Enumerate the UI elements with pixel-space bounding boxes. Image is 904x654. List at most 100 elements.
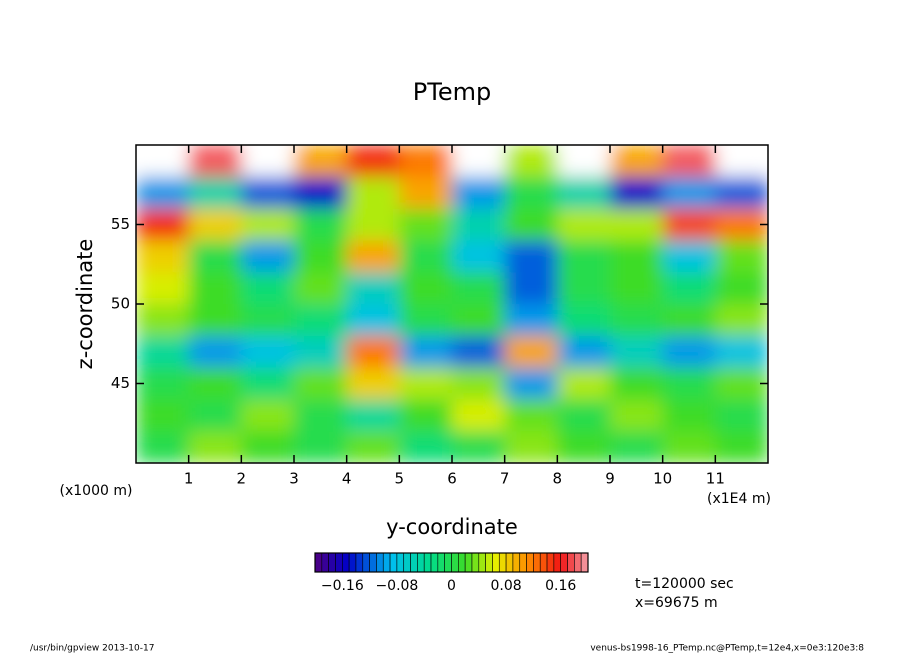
annotation: t=120000 sec	[635, 576, 734, 592]
colorbar-box	[533, 552, 541, 573]
y-tick-label: 55	[111, 215, 130, 233]
cell	[136, 145, 190, 178]
cell	[188, 240, 242, 273]
x-axis-label: y-coordinate	[386, 515, 518, 539]
cell	[294, 176, 348, 210]
cell	[294, 431, 348, 463]
annotation: x=69675 m	[635, 595, 718, 611]
colorbar-box	[444, 552, 452, 573]
colorbar-tick-label: 0.08	[491, 578, 522, 594]
cell	[399, 176, 453, 210]
cell	[557, 335, 611, 369]
cell	[241, 304, 295, 337]
cell	[715, 399, 768, 432]
cell	[452, 431, 506, 463]
cell	[504, 367, 558, 400]
colorbar-box	[492, 552, 500, 573]
cell	[136, 272, 190, 305]
cell	[610, 304, 664, 337]
cell	[557, 176, 611, 210]
cell	[241, 208, 295, 241]
cell	[294, 304, 348, 337]
cell	[452, 335, 506, 369]
cell	[399, 272, 453, 305]
cell	[662, 335, 716, 369]
colorbar-box	[396, 552, 405, 573]
colorbar-box	[539, 552, 548, 573]
cell	[715, 208, 768, 241]
cell	[504, 176, 558, 210]
cell	[452, 176, 506, 210]
cell	[715, 367, 768, 400]
y-unit: (x1000 m)	[60, 483, 133, 499]
colorbar-box	[464, 552, 473, 573]
colorbar-tick-label: −0.16	[321, 578, 364, 594]
cell	[294, 272, 348, 305]
cell	[136, 335, 190, 369]
colorbar-box	[567, 552, 575, 573]
colorbar-box	[519, 552, 527, 573]
cell	[346, 145, 400, 178]
cell	[504, 145, 558, 178]
cell	[504, 431, 558, 463]
cell	[557, 240, 611, 273]
cell	[399, 304, 453, 337]
cell	[662, 399, 716, 432]
field	[136, 145, 768, 463]
colorbar: −0.16 −0.08 0 0.08 0.16	[314, 552, 589, 594]
colorbar-box	[376, 552, 384, 573]
cell	[241, 272, 295, 305]
cell	[557, 145, 611, 178]
colorbar-box	[478, 552, 486, 573]
colorbar-box	[560, 552, 568, 573]
colorbar-box	[512, 552, 521, 573]
y-axis-label: z-coordinate	[73, 239, 97, 370]
cell	[294, 240, 348, 273]
x-tick-label: 11	[706, 470, 725, 488]
colorbar-box	[485, 552, 493, 573]
colorbar-box	[546, 552, 555, 573]
cell	[662, 431, 716, 463]
cell	[399, 240, 453, 273]
colorbar-box	[498, 552, 507, 573]
cell	[557, 208, 611, 241]
cell	[662, 304, 716, 337]
cell	[346, 431, 400, 463]
x-tick-label: 2	[237, 470, 247, 488]
x-tick-label: 9	[605, 470, 615, 488]
cell	[136, 304, 190, 337]
cell	[557, 431, 611, 463]
cell	[715, 176, 768, 210]
cell	[346, 176, 400, 210]
footer-right: venus-bs1998-16_PTemp.nc@PTemp,t=12e4,x=…	[590, 644, 864, 654]
cell	[662, 145, 716, 178]
colorbar-box	[314, 552, 323, 573]
cell	[188, 176, 242, 210]
chart-title: PTemp	[413, 78, 491, 106]
cell	[294, 208, 348, 241]
colorbar-box	[430, 552, 439, 573]
cell	[346, 367, 400, 400]
colorbar-box	[328, 552, 336, 573]
colorbar-box	[471, 552, 480, 573]
cells	[136, 145, 768, 463]
cell	[136, 399, 190, 432]
cell	[346, 335, 400, 369]
colorbar-box	[355, 552, 364, 573]
cell	[188, 431, 242, 463]
cell	[452, 367, 506, 400]
x-tick-label: 7	[500, 470, 510, 488]
colorbar-box	[403, 552, 411, 573]
cell	[188, 304, 242, 337]
cell	[715, 272, 768, 305]
cell	[399, 208, 453, 241]
cell	[346, 208, 400, 241]
footer-left: /usr/bin/gpview 2013-10-17	[30, 644, 154, 654]
cell	[188, 335, 242, 369]
colorbar-box	[458, 552, 466, 573]
cell	[346, 240, 400, 273]
cell	[136, 240, 190, 273]
cell	[399, 399, 453, 432]
cell	[504, 208, 558, 241]
